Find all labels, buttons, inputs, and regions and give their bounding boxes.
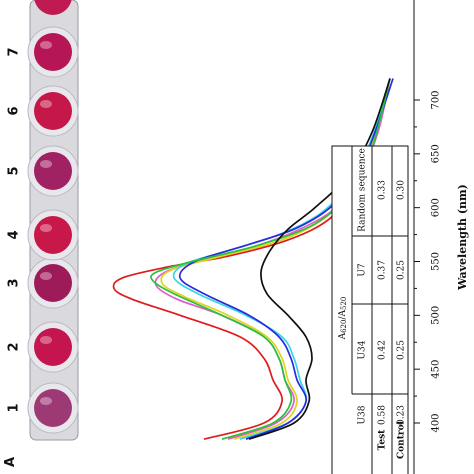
well-5: 5 xyxy=(7,145,79,197)
table-cell: 0.33 xyxy=(378,180,388,200)
well-liquid xyxy=(34,216,72,254)
well-highlight xyxy=(40,336,52,344)
x-axis-ticks: 400 450 500 550 600 650 700 xyxy=(414,90,442,433)
well-highlight xyxy=(40,224,52,232)
x-tick-label: 600 xyxy=(431,198,442,217)
well-number: 6 xyxy=(7,106,22,115)
well-liquid xyxy=(34,92,72,130)
well-liquid xyxy=(34,328,72,366)
table-cell: 0.42 xyxy=(378,340,388,360)
well-number: 1 xyxy=(7,403,22,412)
table-column-label: U38 xyxy=(358,405,368,424)
x-tick-label: 550 xyxy=(431,252,442,271)
well-number: 2 xyxy=(7,342,22,351)
table-column-label: Random sequence xyxy=(358,148,368,232)
well-highlight xyxy=(40,272,52,280)
x-tick-label: 650 xyxy=(431,144,442,163)
well-plate-photo: 1 2 3 4 5 6 7 A xyxy=(3,0,79,467)
well-liquid xyxy=(34,33,72,71)
well-number: 7 xyxy=(7,47,22,56)
table-frame xyxy=(331,145,409,474)
x-tick-label: 700 xyxy=(431,90,442,109)
well-highlight xyxy=(40,397,52,405)
well-number: 5 xyxy=(7,166,22,175)
well-7: 7 xyxy=(7,26,79,78)
table-cell: 0.23 xyxy=(397,405,407,425)
x-tick-label: 400 xyxy=(431,413,442,432)
table-cell: 0.30 xyxy=(397,180,407,200)
table-cell: 0.25 xyxy=(397,260,407,280)
well-number: 4 xyxy=(7,230,22,239)
well-6: 6 xyxy=(7,85,79,137)
spectrum-chart: 400 450 500 550 600 650 700 Wavelength (nm) A6… xyxy=(112,0,469,474)
x-axis-title: Wavelength (nm) xyxy=(456,184,469,291)
table-header: A620/A520 xyxy=(338,297,349,341)
panel-label: A xyxy=(3,457,18,467)
well-liquid xyxy=(34,152,72,190)
well-highlight xyxy=(40,160,52,168)
well-liquid xyxy=(34,389,72,427)
well-2: 2 xyxy=(7,321,79,373)
well-number: 3 xyxy=(7,278,22,287)
table-cell: 0.58 xyxy=(378,405,388,425)
well-partial xyxy=(34,0,72,15)
well-4: 4 xyxy=(7,209,79,261)
x-axis: 400 450 500 550 600 650 700 Wavelength (nm) xyxy=(413,0,469,474)
table-cell: 0.37 xyxy=(378,260,388,280)
table-cell: 0.25 xyxy=(397,340,407,360)
well-highlight xyxy=(40,100,52,108)
well-1: 1 xyxy=(7,382,79,434)
x-tick-label: 500 xyxy=(431,306,442,325)
table-column-label: U7 xyxy=(358,263,368,277)
well-highlight xyxy=(40,41,52,49)
ratio-table: A620/A520 U38 U34 U7 Random sequence Test 0.58… xyxy=(331,145,409,474)
table-row-label: Test xyxy=(378,429,388,450)
well-liquid xyxy=(34,264,72,302)
x-tick-label: 450 xyxy=(431,360,442,379)
table-row-label: Control xyxy=(397,420,407,459)
well-3: 3 xyxy=(7,257,79,309)
table-column-label: U34 xyxy=(358,340,368,359)
